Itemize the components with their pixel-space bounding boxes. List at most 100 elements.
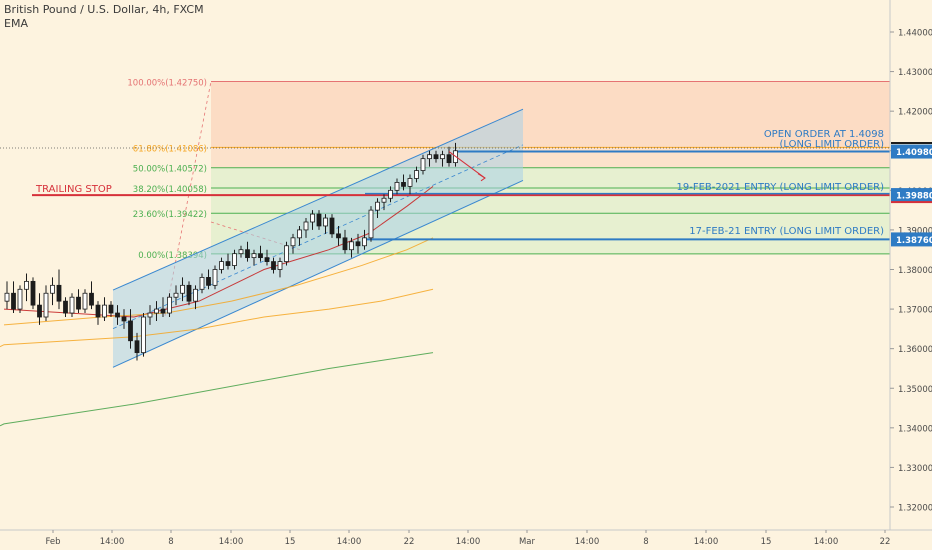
x-tick-label: 22 xyxy=(404,537,415,547)
candle-body[interactable] xyxy=(206,277,211,286)
open-order-text-1: OPEN ORDER AT 1.4098 xyxy=(764,129,884,140)
candle-body[interactable] xyxy=(102,304,107,318)
channel-lower-line[interactable] xyxy=(112,179,524,368)
candle-body[interactable] xyxy=(407,178,413,187)
projection-arrowhead xyxy=(477,173,486,182)
price-marker-label: 1.40980 xyxy=(896,148,932,158)
projection-arrow xyxy=(448,151,486,179)
y-tick-label: 1.43000 xyxy=(898,68,932,78)
candle-body[interactable] xyxy=(440,154,445,160)
candle-body[interactable] xyxy=(284,245,289,262)
candle-body[interactable] xyxy=(414,170,419,179)
candle-body[interactable] xyxy=(349,241,354,251)
candle-body[interactable] xyxy=(30,280,36,306)
candle-body[interactable] xyxy=(37,304,42,318)
candle-body[interactable] xyxy=(186,284,192,302)
price-marker-bg xyxy=(891,188,932,203)
candle-body[interactable] xyxy=(368,209,374,239)
candle-body[interactable] xyxy=(225,261,231,266)
fib-label-2: 50.00%(1.40572) xyxy=(133,165,207,175)
candle-body[interactable] xyxy=(381,197,387,203)
candle-body[interactable] xyxy=(323,217,328,227)
candle-body[interactable] xyxy=(277,261,283,270)
candle-body[interactable] xyxy=(271,261,276,270)
candle-body[interactable] xyxy=(167,296,172,314)
x-tick-label: 14:00 xyxy=(575,537,600,547)
indicator-label[interactable]: EMA xyxy=(4,17,28,30)
candle-body[interactable] xyxy=(258,253,263,259)
candle-body[interactable] xyxy=(401,182,406,187)
price-marker-label: 1.39880 xyxy=(896,192,932,202)
candle-body[interactable] xyxy=(173,292,179,298)
price-marker-accent xyxy=(891,201,932,204)
candle-body[interactable] xyxy=(147,312,153,318)
candle-body[interactable] xyxy=(427,154,432,160)
price-channel[interactable] xyxy=(113,109,523,368)
candle-body[interactable] xyxy=(433,154,439,160)
candle-body[interactable] xyxy=(245,249,250,259)
candle-body[interactable] xyxy=(212,269,218,286)
ema-line-3[interactable] xyxy=(0,352,434,427)
candle-body[interactable] xyxy=(50,284,55,294)
candle-body[interactable] xyxy=(375,201,380,211)
fib-label-5: 0.00%(1.38394) xyxy=(138,251,207,261)
candle-body[interactable] xyxy=(446,154,452,164)
candle-body[interactable] xyxy=(115,312,120,318)
candle-body[interactable] xyxy=(108,304,114,314)
entry-17feb-text: 17-FEB-21 ENTRY (LONG LIMIT ORDER) xyxy=(689,226,884,237)
y-tick-label: 1.35000 xyxy=(898,385,932,395)
candle-body[interactable] xyxy=(238,249,244,255)
candle-body[interactable] xyxy=(69,296,75,314)
candle-body[interactable] xyxy=(24,280,29,290)
candle-body[interactable] xyxy=(141,316,146,354)
candle-body[interactable] xyxy=(180,284,185,294)
candle-body[interactable] xyxy=(199,277,205,290)
candle-body[interactable] xyxy=(394,182,400,191)
candle-body[interactable] xyxy=(264,257,270,262)
candle-body[interactable] xyxy=(17,288,23,310)
candle-body[interactable] xyxy=(56,284,62,302)
candle-body[interactable] xyxy=(4,292,10,302)
candle-body[interactable] xyxy=(134,340,140,354)
candle-body[interactable] xyxy=(82,292,88,310)
candle-body[interactable] xyxy=(342,237,348,251)
candle-body[interactable] xyxy=(219,261,224,270)
y-tick-label: 1.39000 xyxy=(898,226,932,236)
candle-body[interactable] xyxy=(95,304,101,318)
ema-line-2[interactable] xyxy=(0,288,434,348)
candle-body[interactable] xyxy=(420,158,426,171)
candle-body[interactable] xyxy=(43,292,49,318)
fib-label-4: 23.60%(1.39422) xyxy=(133,210,207,220)
candle-body[interactable] xyxy=(232,253,237,266)
candle-body[interactable] xyxy=(336,233,341,239)
candle-body[interactable] xyxy=(290,237,296,247)
candle-body[interactable] xyxy=(89,292,94,306)
x-tick-label: 14:00 xyxy=(694,537,719,547)
channel-upper-line[interactable] xyxy=(112,108,524,291)
candle-body[interactable] xyxy=(76,296,81,310)
candle-body[interactable] xyxy=(251,253,257,259)
candle-body[interactable] xyxy=(11,292,16,310)
candle-body[interactable] xyxy=(154,308,159,314)
candle-body[interactable] xyxy=(310,213,315,223)
candle-body[interactable] xyxy=(121,316,127,322)
candle-body[interactable] xyxy=(329,217,335,235)
candle-body[interactable] xyxy=(316,213,322,227)
last-price-tag xyxy=(891,142,932,144)
candle-body[interactable] xyxy=(303,221,309,231)
candle-body[interactable] xyxy=(193,288,198,302)
ema-line-1[interactable] xyxy=(3,237,434,326)
x-tick-label: 15 xyxy=(285,537,296,547)
candle-body[interactable] xyxy=(355,241,361,247)
x-tick-label: 8 xyxy=(168,537,173,547)
candle-body[interactable] xyxy=(362,237,367,247)
candle-body[interactable] xyxy=(297,229,302,239)
x-tick-label: Mar xyxy=(519,537,536,547)
open-order-text-2: (LONG LIMIT ORDER) xyxy=(780,139,885,150)
candle-body[interactable] xyxy=(160,308,166,314)
candle-body[interactable] xyxy=(63,300,68,314)
candle-body[interactable] xyxy=(388,189,393,199)
candle-body[interactable] xyxy=(128,320,133,342)
y-tick-label: 1.38000 xyxy=(898,266,932,276)
